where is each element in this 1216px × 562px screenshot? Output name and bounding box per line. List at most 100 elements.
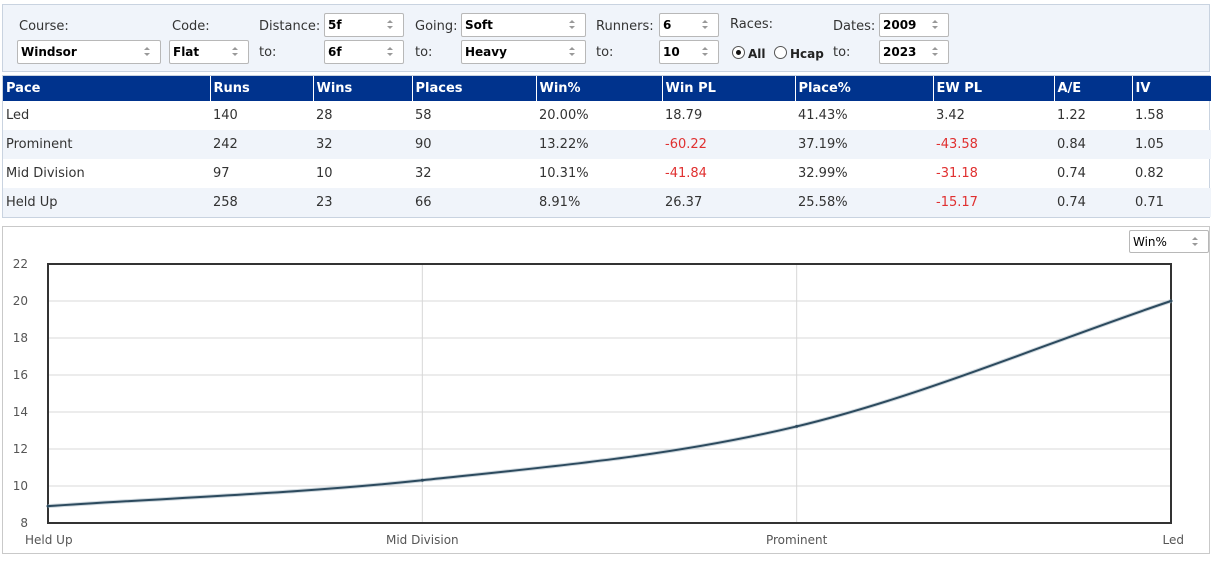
table-cell: 3.42 (936, 108, 965, 123)
course-label: Course: (19, 19, 69, 34)
data-point (1169, 299, 1173, 303)
select-arrows-icon (569, 45, 577, 59)
table-cell: 0.71 (1132, 188, 1211, 217)
distance-to-select[interactable]: 6f (324, 40, 404, 64)
select-arrows-icon (144, 45, 152, 59)
column-header[interactable]: Wins (313, 76, 413, 101)
column-header[interactable]: EW PL (933, 76, 1055, 101)
data-point (420, 478, 424, 482)
table-cell: 32.99% (798, 166, 848, 181)
table-cell: -60.22 (662, 130, 795, 159)
select-arrows-icon (387, 18, 395, 32)
runners-from-select[interactable]: 6 (659, 13, 719, 37)
table-cell: 140 (213, 108, 238, 123)
column-header[interactable]: Runs (210, 76, 314, 101)
going-label: Going: (415, 19, 458, 34)
going-to-label: to: (415, 45, 433, 60)
select-arrows-icon (932, 45, 940, 59)
runners-to-label: to: (596, 45, 614, 60)
win-percent-line-chart: 8 10 12 14 16 18 20 22 Held Up Mid Division Promin… (13, 257, 1184, 547)
distance-from-value: 5f (328, 18, 342, 32)
going-from-value: Soft (465, 18, 493, 32)
runners-to-value: 10 (663, 45, 680, 59)
select-arrows-icon (232, 45, 240, 59)
course-select[interactable]: Windsor (17, 40, 161, 64)
table-row: Held Up 258 23 66 8.91% 26.37 25.58% -15… (3, 188, 1211, 217)
table-cell: 32 (415, 166, 432, 181)
x-tick-label: Held Up (25, 533, 73, 547)
table-cell: 28 (316, 108, 333, 123)
dates-to-label: to: (833, 45, 851, 60)
table-cell: 20.00% (539, 108, 589, 123)
table-cell: Led (6, 108, 30, 123)
data-point (795, 424, 799, 428)
series-line-shadow (47, 299, 1172, 509)
y-tick-label: 14 (13, 405, 28, 419)
column-header[interactable]: IV (1132, 76, 1211, 101)
select-arrows-icon (1192, 235, 1200, 249)
column-header[interactable]: A/E (1054, 76, 1133, 101)
distance-to-label: to: (259, 45, 277, 60)
y-tick-label: 16 (13, 368, 28, 382)
table-cell: Mid Division (6, 166, 85, 181)
table-cell: -43.58 (933, 130, 1054, 159)
table-cell: 0.82 (1135, 166, 1164, 181)
chart-metric-select[interactable]: Win% (1129, 230, 1209, 253)
runners-label: Runners: (596, 19, 654, 34)
select-arrows-icon (387, 45, 395, 59)
table-row: Prominent 242 32 90 13.22% -60.22 37.19%… (3, 130, 1211, 159)
code-select[interactable]: Flat (169, 40, 249, 64)
y-tick-label: 22 (13, 257, 28, 271)
select-arrows-icon (702, 18, 710, 32)
races-hcap-radio[interactable] (774, 46, 787, 59)
dates-from-select[interactable]: 2009 (879, 13, 949, 37)
table-cell: 10.31% (539, 166, 589, 181)
series-line (47, 300, 1172, 508)
runners-to-select[interactable]: 10 (659, 40, 719, 64)
column-header[interactable]: Pace (3, 76, 211, 101)
table-cell: Prominent (3, 130, 210, 159)
dates-to-select[interactable]: 2023 (879, 40, 949, 64)
table-cell: 58 (415, 108, 432, 123)
select-arrows-icon (569, 18, 577, 32)
table-cell: 13.22% (536, 130, 662, 159)
y-tick-label: 18 (13, 331, 28, 345)
table-cell: 1.58 (1135, 108, 1164, 123)
dates-to-value: 2023 (883, 45, 917, 59)
going-from-select[interactable]: Soft (461, 13, 586, 37)
table-header-row: Pace Runs Wins Places Win% Win PL Place%… (3, 76, 1211, 101)
races-hcap-label: Hcap (790, 47, 824, 61)
table-cell: 66 (412, 188, 536, 217)
going-to-select[interactable]: Heavy (461, 40, 586, 64)
table-cell: 32 (313, 130, 412, 159)
chart-metric-value: Win% (1133, 235, 1167, 249)
table-cell: 37.19% (795, 130, 933, 159)
select-arrows-icon (932, 18, 940, 32)
races-all-radio[interactable] (732, 46, 745, 59)
distance-label: Distance: (259, 19, 321, 34)
column-header[interactable]: Win% (536, 76, 663, 101)
y-tick-label: 10 (13, 479, 28, 493)
table-cell: -31.18 (936, 166, 978, 181)
table-cell: 26.37 (662, 188, 795, 217)
table-cell: 90 (412, 130, 536, 159)
table-cell: 242 (210, 130, 313, 159)
x-tick-label: Mid Division (386, 533, 459, 547)
table-cell: 10 (316, 166, 333, 181)
y-tick-label: 20 (13, 294, 28, 308)
table-cell: 258 (210, 188, 313, 217)
filter-panel: Course: Windsor Code: Flat Distance: 5f … (2, 4, 1210, 72)
table-cell: 1.05 (1132, 130, 1211, 159)
column-header[interactable]: Places (412, 76, 537, 101)
table-cell: -41.84 (665, 166, 707, 181)
table-cell: 0.74 (1057, 166, 1086, 181)
column-header[interactable]: Win PL (662, 76, 796, 101)
dates-from-value: 2009 (883, 18, 917, 32)
distance-from-select[interactable]: 5f (324, 13, 404, 37)
data-point (46, 504, 50, 508)
distance-to-value: 6f (328, 45, 342, 59)
column-header[interactable]: Place% (795, 76, 934, 101)
plot-area-border (47, 263, 1172, 524)
dates-label: Dates: (833, 19, 876, 34)
table-cell: 1.22 (1057, 108, 1086, 123)
